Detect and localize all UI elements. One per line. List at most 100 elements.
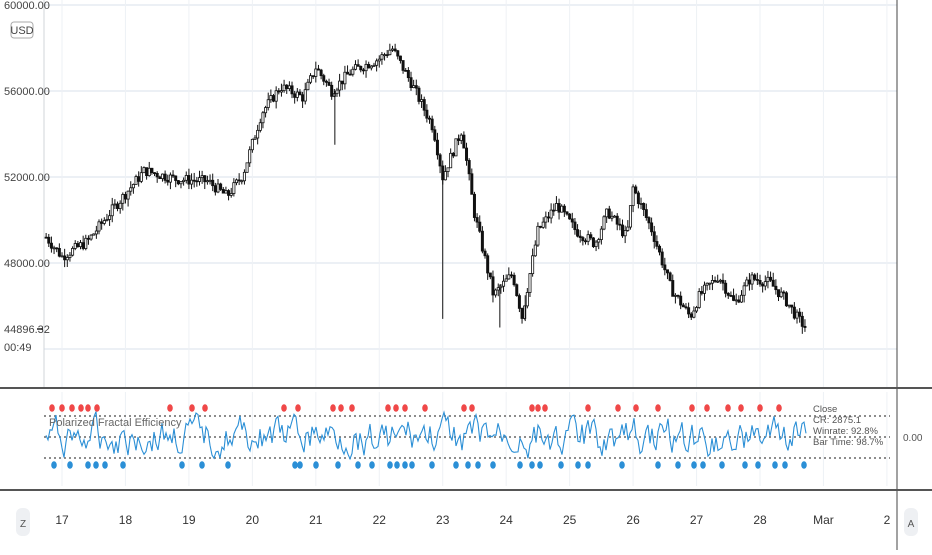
candle: [248, 146, 252, 167]
candle: [348, 69, 352, 76]
candle: [335, 87, 339, 97]
candle: [375, 58, 379, 72]
candle: [404, 67, 408, 72]
candle: [642, 202, 646, 217]
candle: [581, 236, 585, 246]
sell-signal-dot: [295, 404, 301, 412]
candle: [319, 68, 323, 80]
candle: [147, 161, 151, 177]
candle: [293, 90, 297, 104]
currency-badge[interactable]: [10, 21, 34, 39]
candle: [443, 165, 447, 181]
candle: [314, 61, 318, 83]
price-pane[interactable]: [0, 0, 932, 388]
candle: [412, 79, 416, 89]
price-tick-label: 60000.00: [4, 0, 50, 12]
candle: [266, 92, 270, 111]
auto-scale-button[interactable]: [904, 508, 918, 536]
candle: [520, 307, 524, 324]
candle: [116, 201, 120, 212]
candle: [724, 280, 728, 298]
candle: [168, 172, 172, 190]
candle: [49, 236, 53, 253]
buy-signal-dot: [313, 461, 319, 469]
candle: [84, 234, 88, 251]
candle: [732, 288, 736, 302]
candle: [245, 162, 249, 173]
candle: [208, 174, 212, 185]
candle: [364, 60, 368, 78]
candle: [279, 83, 283, 97]
candle: [515, 283, 519, 297]
candle: [639, 197, 643, 210]
candle: [184, 171, 188, 184]
candle: [761, 282, 765, 293]
candle: [705, 282, 709, 291]
candle: [557, 198, 561, 220]
candle: [449, 148, 453, 169]
candle: [55, 247, 59, 253]
scroll-left-button[interactable]: [16, 508, 30, 536]
time-tick-label: 21: [309, 513, 323, 527]
candle: [610, 211, 614, 222]
sell-signal-dot: [281, 404, 287, 412]
candle: [153, 172, 157, 177]
candle: [671, 274, 675, 297]
candle: [330, 81, 334, 100]
auto-scale-label: A: [908, 519, 915, 530]
candle: [232, 178, 236, 197]
buy-signal-dot: [719, 461, 725, 469]
candle: [113, 199, 117, 210]
price-axis[interactable]: 60000.00 56000.00 52000.00 48000.00: [4, 0, 50, 270]
candle: [533, 240, 537, 257]
price-tick-label: 48000.00: [4, 258, 50, 270]
candle: [393, 43, 397, 53]
candle: [242, 169, 246, 185]
candle: [137, 171, 141, 187]
candle: [285, 84, 289, 94]
candle: [190, 173, 194, 190]
candle: [108, 209, 112, 226]
candle: [65, 254, 69, 268]
candle: [385, 50, 389, 58]
buy-signal-dot: [575, 461, 581, 469]
candle: [702, 281, 706, 301]
buy-signal-dot: [402, 461, 408, 469]
candle: [771, 272, 775, 287]
candle: [160, 173, 164, 182]
candle: [81, 235, 85, 251]
candle: [486, 253, 490, 280]
candle: [663, 257, 667, 276]
candle: [573, 217, 577, 235]
candle: [517, 293, 521, 313]
candle: [195, 177, 199, 187]
candle: [134, 174, 138, 185]
candle: [298, 89, 302, 96]
candle: [644, 203, 648, 221]
candle: [430, 115, 434, 133]
candle: [145, 167, 149, 180]
buy-signal-dot: [199, 461, 205, 469]
candle: [216, 179, 220, 194]
candle: [615, 213, 619, 231]
sell-signal-dot: [202, 404, 208, 412]
indicator-pane[interactable]: Polarized Fractal Efficiency 0.00 CloseC…: [44, 404, 923, 469]
candle: [668, 271, 672, 282]
buy-signal-dot: [297, 461, 303, 469]
time-axis[interactable]: 17 18 19 20 21 22 23 24 25 26 27 28 Mar 2: [55, 513, 890, 527]
candle: [256, 124, 260, 145]
candle: [544, 211, 548, 229]
candle: [536, 222, 540, 247]
indicator-title[interactable]: Polarized Fractal Efficiency: [49, 417, 182, 429]
candle: [507, 267, 511, 280]
candle: [470, 168, 474, 195]
candle: [684, 303, 688, 310]
candle: [539, 225, 543, 229]
sell-signal-dot: [704, 404, 710, 412]
candle: [332, 88, 336, 98]
candle: [324, 79, 328, 87]
buy-signal-dot: [700, 461, 706, 469]
